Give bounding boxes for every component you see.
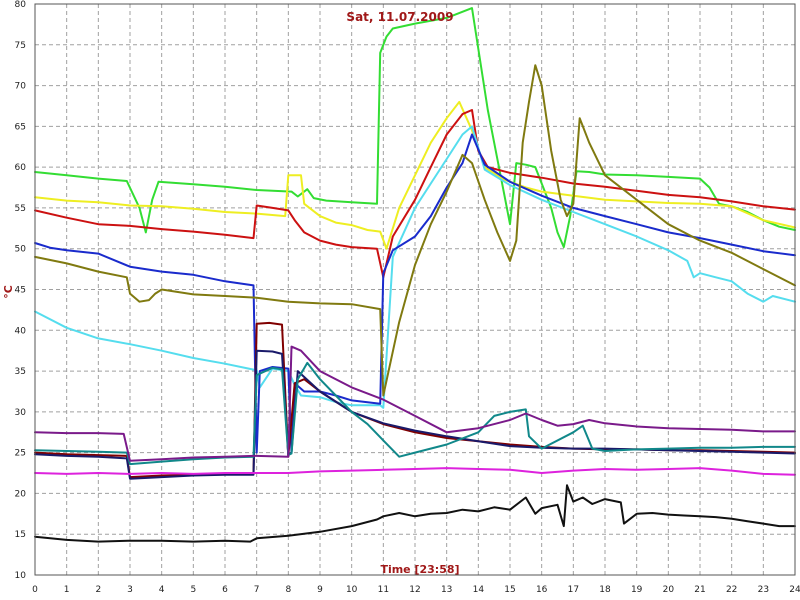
y-tick-label: 15 (15, 530, 26, 540)
y-tick-label: 35 (15, 367, 26, 377)
y-tick-label: 20 (15, 489, 27, 499)
x-tick-label: 5 (190, 585, 196, 595)
y-tick-label: 10 (15, 571, 27, 581)
x-tick-label: 10 (346, 585, 358, 595)
x-tick-label: 22 (726, 585, 737, 595)
y-tick-label: 50 (15, 245, 27, 255)
series-line-5 (34, 133, 796, 454)
x-tick-label: 15 (504, 585, 515, 595)
x-tick-label: 21 (694, 585, 705, 595)
x-tick-label: 17 (568, 585, 579, 595)
series-line-11 (34, 467, 796, 476)
y-tick-label: 70 (15, 82, 27, 92)
x-tick-label: 2 (95, 585, 101, 595)
series-line-2 (34, 100, 796, 250)
x-tick-label: 14 (473, 585, 485, 595)
series-line-9 (34, 361, 796, 466)
y-tick-label: 55 (15, 204, 26, 214)
series-line-6 (34, 64, 796, 397)
x-tick-label: 24 (789, 585, 800, 595)
x-tick-label: 11 (378, 585, 389, 595)
series-line-12 (34, 484, 796, 543)
x-tick-label: 6 (222, 585, 228, 595)
x-axis-label: Time [23:58] (380, 563, 459, 576)
y-tick-label: 40 (15, 326, 27, 336)
plot-frame (34, 3, 796, 576)
series-line-10 (34, 345, 796, 462)
series-line-1 (34, 7, 796, 249)
series-line-4 (34, 125, 796, 409)
x-tick-label: 18 (599, 585, 611, 595)
x-tick-label: 8 (285, 585, 291, 595)
x-tick-label: 3 (127, 585, 133, 595)
y-tick-label: 65 (15, 122, 26, 132)
y-axis-label: °C (2, 285, 15, 299)
x-tick-label: 1 (64, 585, 70, 595)
tick-labels: 0 1 2 3 4 5 6 7 8 9 10 11 12 13 14 15 16 17 18 19 20 21 22 23 24… (15, 0, 800, 595)
x-tick-label: 13 (441, 585, 452, 595)
series-group (34, 7, 796, 543)
series-line-3 (34, 109, 796, 279)
y-tick-label: 80 (15, 0, 27, 10)
x-tick-label: 4 (159, 585, 165, 595)
y-tick-label: 60 (15, 163, 27, 173)
y-tick-label: 45 (15, 286, 26, 296)
y-tick-label: 30 (15, 408, 27, 418)
x-tick-label: 19 (631, 585, 643, 595)
chart-title: Sat, 11.07.2009 (346, 10, 453, 24)
x-tick-label: 23 (758, 585, 769, 595)
x-tick-label: 7 (254, 585, 260, 595)
y-tick-label: 25 (15, 449, 26, 459)
x-tick-label: 9 (317, 585, 323, 595)
x-tick-label: 0 (32, 585, 38, 595)
x-tick-label: 12 (409, 585, 420, 595)
grid (35, 4, 795, 575)
x-tick-label: 16 (536, 585, 548, 595)
y-tick-label: 75 (15, 41, 26, 51)
x-tick-label: 20 (663, 585, 675, 595)
